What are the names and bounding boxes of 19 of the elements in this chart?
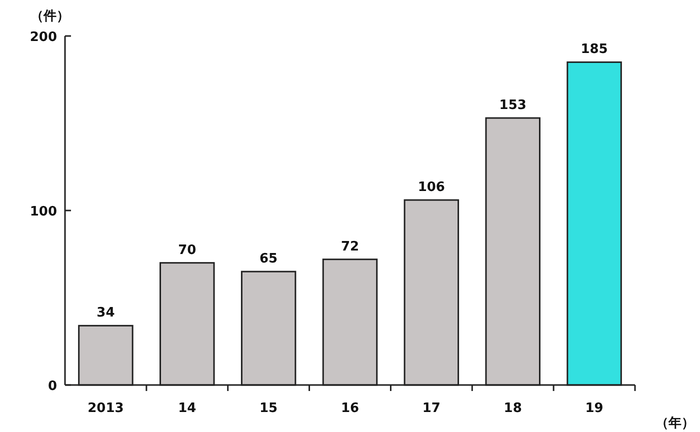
- y-tick-label: 100: [30, 204, 57, 220]
- y-axis-title: （件）: [30, 9, 70, 24]
- x-axis-title: （年）: [656, 416, 694, 431]
- data-label: 106: [418, 180, 445, 196]
- x-tick-label: 2013: [88, 401, 124, 416]
- data-label: 72: [340, 239, 360, 254]
- data-label: 65: [260, 252, 278, 267]
- x-tick-label: 18: [504, 401, 522, 416]
- x-tick-label: 16: [340, 401, 360, 416]
- x-tick-label: 15: [260, 401, 278, 416]
- x-tick-label: 17: [422, 401, 440, 416]
- data-label: 70: [178, 242, 196, 258]
- data-label: 185: [580, 42, 608, 58]
- x-tick-label: 19: [585, 401, 604, 416]
- y-tick-label: 0: [48, 379, 57, 394]
- data-label: 34: [96, 306, 115, 321]
- y-tick-label: 200: [30, 30, 57, 45]
- data-label: 153: [499, 98, 526, 114]
- x-tick-label: 14: [178, 401, 196, 416]
